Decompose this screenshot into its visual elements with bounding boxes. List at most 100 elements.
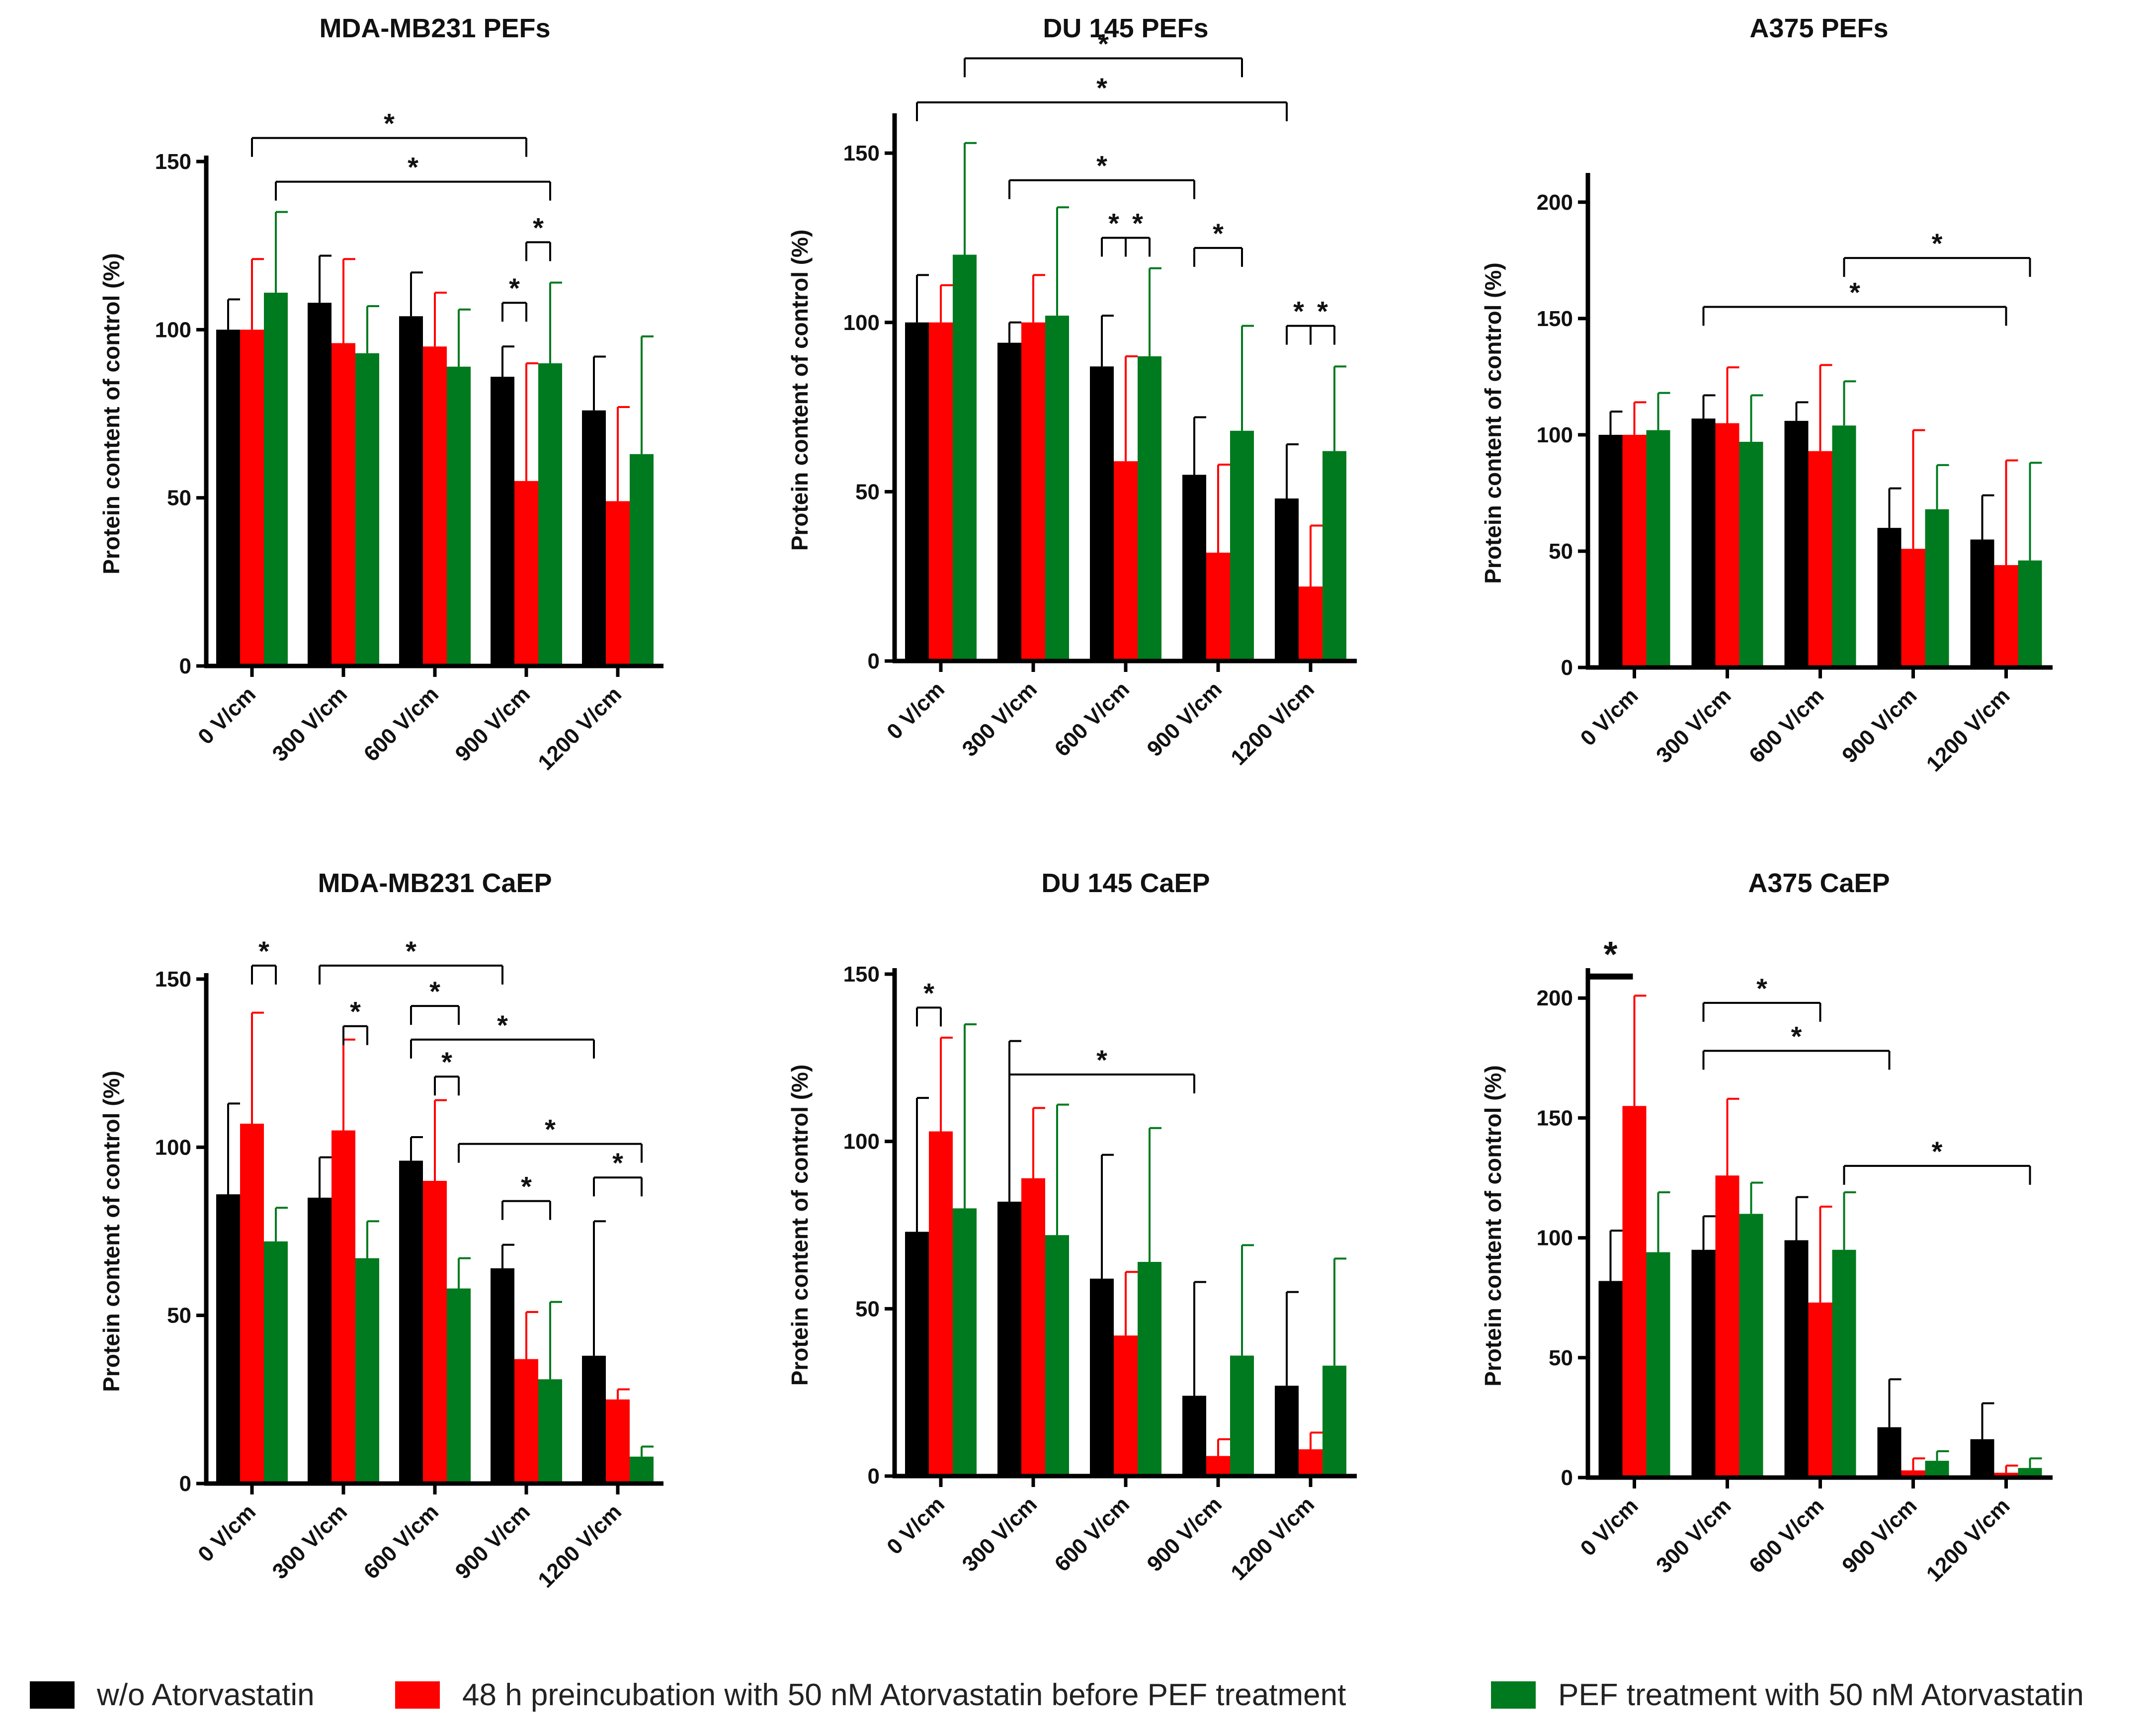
bar <box>929 1131 953 1476</box>
y-tick-label: 50 <box>1549 1346 1573 1370</box>
legend-item-green: PEF treatment with 50 nM Atorvastatin <box>1491 1667 2084 1722</box>
x-tick-label: 1200 V/cm <box>533 682 626 775</box>
y-tick-label: 50 <box>1549 539 1573 564</box>
bar <box>1182 1396 1206 1476</box>
bar <box>514 1359 538 1484</box>
bar <box>1182 475 1206 661</box>
significance-star: * <box>1132 207 1143 239</box>
bar <box>1994 565 2018 667</box>
bar <box>1622 434 1647 667</box>
bar <box>1877 1427 1902 1478</box>
bar <box>1691 418 1716 667</box>
bar <box>1045 316 1069 661</box>
x-tick-label: 0 V/cm <box>1576 1493 1643 1561</box>
bar <box>1230 430 1254 661</box>
x-tick-label: 600 V/cm <box>1050 677 1134 761</box>
x-tick-label: 600 V/cm <box>1050 1492 1134 1576</box>
significance-star: * <box>258 935 269 967</box>
x-tick-label: 1200 V/cm <box>1922 1493 2015 1586</box>
bar <box>1598 1281 1623 1478</box>
significance-star: * <box>612 1147 623 1178</box>
y-tick-label: 0 <box>1561 656 1573 680</box>
bar <box>905 1232 929 1476</box>
y-tick-label: 150 <box>843 962 880 987</box>
bar <box>1045 1235 1069 1476</box>
bar <box>905 322 929 661</box>
bar <box>1323 1365 1346 1476</box>
bar <box>1275 1386 1299 1476</box>
bar <box>1646 430 1670 667</box>
legend: w/o Atorvastatin 48 h preincubation with… <box>0 1667 2150 1722</box>
bar <box>1206 1456 1230 1476</box>
bar <box>1598 434 1623 667</box>
bar <box>953 1208 977 1476</box>
bar <box>1739 1214 1763 1478</box>
bar <box>606 1399 630 1484</box>
significance-star: * <box>521 1171 532 1202</box>
bar <box>216 330 240 666</box>
x-tick-label: 0 V/cm <box>193 682 260 749</box>
x-tick-label: 600 V/cm <box>1744 683 1829 768</box>
significance-star: * <box>350 996 361 1027</box>
bar <box>1739 441 1763 667</box>
chart-panel-6: A375 CaEP Protein content of control (%) 0… <box>1480 868 2053 1586</box>
bar <box>606 501 630 666</box>
bar <box>582 1355 606 1484</box>
significance-star: * <box>1932 228 1943 259</box>
bar <box>2018 560 2042 667</box>
bar <box>308 1197 331 1484</box>
bar <box>630 1456 654 1484</box>
bar <box>1832 1249 1856 1478</box>
y-axis-label: Protein content of control (%) <box>1480 1065 1506 1387</box>
significance-star: * <box>1317 296 1328 327</box>
x-tick-label: 1200 V/cm <box>533 1499 626 1592</box>
x-tick-label: 0 V/cm <box>882 677 949 744</box>
significance-star: * <box>1791 1020 1802 1052</box>
significance-star: * <box>408 152 418 183</box>
bar <box>1275 498 1299 661</box>
y-tick-label: 100 <box>1537 423 1573 447</box>
bar <box>1784 1240 1809 1478</box>
bar <box>1715 1175 1739 1478</box>
bar <box>1808 1302 1832 1478</box>
y-tick-label: 0 <box>179 654 191 678</box>
legend-label-green: PEF treatment with 50 nM Atorvastatin <box>1558 1677 2084 1712</box>
y-tick-label: 0 <box>1561 1466 1573 1490</box>
y-tick-label: 100 <box>1537 1226 1573 1250</box>
bar <box>1090 366 1114 661</box>
bar <box>447 366 471 666</box>
chart-title: DU 145 CaEP <box>1041 868 1210 898</box>
bar <box>1138 356 1161 661</box>
bar <box>1090 1278 1114 1476</box>
bar <box>1832 425 1856 667</box>
y-tick-label: 100 <box>843 1130 880 1154</box>
legend-swatch-green <box>1491 1681 1536 1709</box>
significance-star: * <box>1293 296 1304 327</box>
bar <box>1622 1106 1647 1478</box>
significance-star: * <box>1096 72 1107 103</box>
bar <box>355 353 379 666</box>
significance-star: * <box>1096 1044 1107 1075</box>
x-tick-label: 1200 V/cm <box>1922 683 2015 776</box>
y-tick-label: 50 <box>855 1297 880 1321</box>
legend-swatch-red <box>395 1681 440 1709</box>
y-axis-label: Protein content of control (%) <box>1480 262 1506 584</box>
bar <box>1808 451 1832 667</box>
y-tick-label: 150 <box>155 150 191 174</box>
bar <box>1323 451 1346 661</box>
bar <box>491 377 514 666</box>
chart-title: A375 PEFs <box>1749 13 1888 43</box>
y-axis-label: Protein content of control (%) <box>98 1071 124 1392</box>
bar <box>331 1130 355 1484</box>
y-axis-label: Protein content of control (%) <box>98 253 124 575</box>
significance-star: * <box>1932 1136 1943 1167</box>
bar <box>216 1194 240 1484</box>
chart-panel-3: A375 PEFs Protein content of control (%) 0… <box>1480 13 2053 776</box>
chart-panel-4: MDA-MB231 CaEP Protein content of control… <box>98 868 663 1592</box>
bar <box>1994 1473 2018 1478</box>
bar <box>423 1181 447 1484</box>
y-tick-label: 0 <box>868 649 880 673</box>
bar <box>1646 1252 1670 1478</box>
bar <box>1970 539 1994 667</box>
x-tick-label: 900 V/cm <box>1142 1492 1227 1576</box>
